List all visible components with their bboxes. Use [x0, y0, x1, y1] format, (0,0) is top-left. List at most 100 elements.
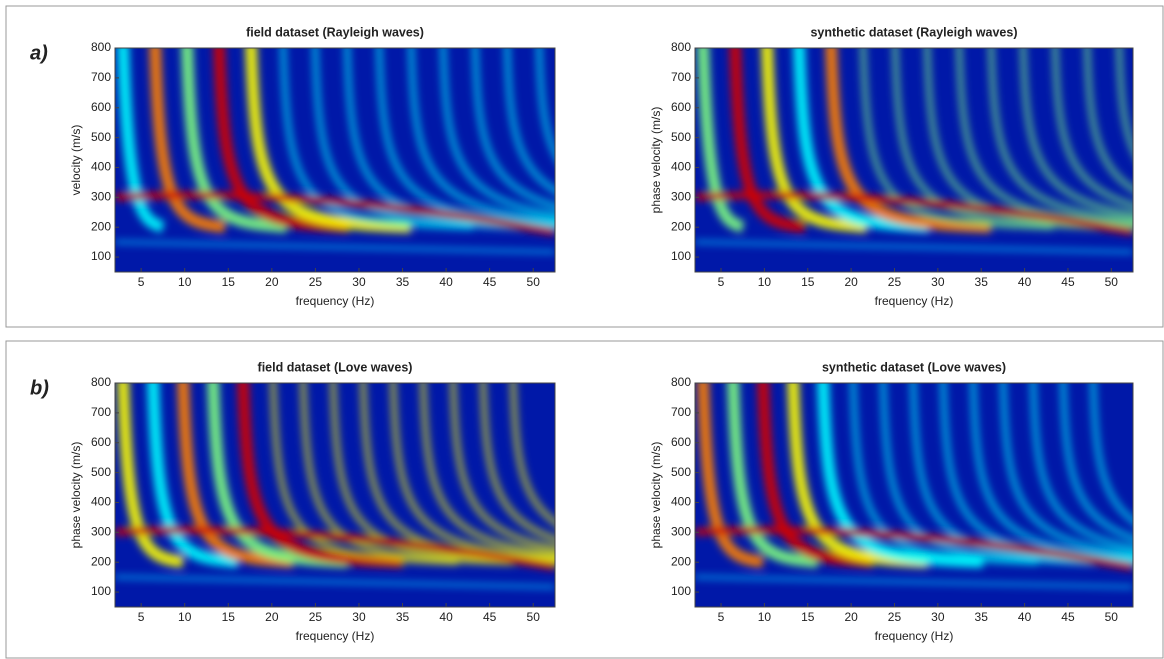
x-tick-label: 50 — [527, 610, 541, 624]
texture-band — [1059, 383, 1133, 542]
x-tick-label: 50 — [1105, 610, 1119, 624]
texture-band — [375, 48, 555, 228]
texture-band — [115, 191, 555, 236]
x-tick-label: 10 — [178, 610, 192, 624]
y-axis-label: phase velocity (m/s) — [69, 442, 83, 549]
plot-frame — [694, 47, 1134, 273]
heatmap-texture — [115, 48, 555, 254]
heatmap-texture — [695, 383, 1133, 589]
y-tick-label: 700 — [91, 70, 111, 84]
x-tick-label: 20 — [265, 275, 279, 289]
y-tick-label: 200 — [91, 554, 111, 568]
x-tick-label: 10 — [758, 610, 772, 624]
y-tick-label: 800 — [671, 40, 691, 54]
x-tick-label: 15 — [222, 275, 236, 289]
texture-band — [1029, 383, 1133, 552]
texture-band — [695, 191, 1133, 236]
y-tick-label: 300 — [91, 525, 111, 539]
y-tick-label: 500 — [91, 130, 111, 144]
y-tick-label: 200 — [671, 554, 691, 568]
x-tick-label: 40 — [1018, 610, 1032, 624]
x-tick-label: 15 — [801, 275, 815, 289]
panel-frame — [5, 340, 1164, 659]
y-tick-label: 300 — [671, 190, 691, 204]
texture-band — [115, 575, 555, 589]
x-axis-label: frequency (Hz) — [875, 629, 954, 643]
y-tick-label: 600 — [671, 100, 691, 114]
x-tick-label: 25 — [888, 275, 902, 289]
x-tick-label: 40 — [439, 610, 453, 624]
y-tick-label: 300 — [671, 525, 691, 539]
texture-band — [955, 48, 1133, 228]
y-tick-label: 500 — [91, 465, 111, 479]
x-tick-label: 25 — [309, 275, 323, 289]
panel-label: a) — [30, 42, 48, 64]
x-tick-label: 45 — [483, 275, 497, 289]
y-tick-label: 100 — [671, 584, 691, 598]
plot-frame — [114, 382, 556, 608]
plot-frame — [694, 382, 1134, 608]
y-tick-label: 100 — [671, 249, 691, 263]
texture-band — [891, 48, 1116, 231]
x-tick-label: 20 — [844, 275, 858, 289]
x-tick-label: 5 — [138, 610, 145, 624]
x-tick-label: 30 — [352, 610, 366, 624]
texture-band — [449, 383, 555, 552]
y-tick-label: 400 — [91, 160, 111, 174]
x-tick-label: 5 — [718, 610, 725, 624]
x-tick-label: 10 — [758, 275, 772, 289]
x-tick-label: 35 — [975, 610, 989, 624]
y-axis-label: phase velocity (m/s) — [649, 107, 663, 214]
x-tick-label: 5 — [718, 275, 725, 289]
y-tick-label: 400 — [671, 160, 691, 174]
chart-title: synthetic dataset (Rayleigh waves) — [810, 25, 1017, 39]
texture-band — [1089, 383, 1133, 525]
texture-band — [311, 48, 536, 231]
x-tick-label: 50 — [527, 275, 541, 289]
texture-band — [1115, 48, 1133, 157]
heatmap-image — [115, 48, 555, 272]
y-tick-label: 800 — [671, 375, 691, 389]
heatmap-image — [695, 383, 1133, 607]
heatmap-background — [695, 48, 1133, 272]
texture-band — [1051, 48, 1133, 209]
chart-title: synthetic dataset (Love waves) — [822, 360, 1006, 374]
plot-frame — [114, 47, 556, 273]
y-tick-label: 100 — [91, 584, 111, 598]
panel-label: b) — [30, 377, 49, 399]
texture-band — [879, 383, 1094, 566]
texture-band — [407, 48, 555, 224]
y-tick-label: 700 — [671, 70, 691, 84]
chart-title: field dataset (Love waves) — [258, 360, 413, 374]
x-tick-label: 45 — [1061, 275, 1075, 289]
y-tick-label: 400 — [91, 495, 111, 509]
texture-band — [999, 383, 1133, 558]
x-tick-label: 30 — [352, 275, 366, 289]
texture-band — [479, 383, 555, 543]
x-tick-label: 35 — [396, 610, 410, 624]
texture-band — [419, 383, 555, 558]
x-tick-label: 15 — [222, 610, 236, 624]
x-axis-label: frequency (Hz) — [296, 294, 375, 308]
x-tick-label: 40 — [439, 275, 453, 289]
x-tick-label: 45 — [1061, 610, 1075, 624]
y-axis-label: phase velocity (m/s) — [649, 442, 663, 549]
y-tick-label: 500 — [671, 130, 691, 144]
texture-band — [1083, 48, 1133, 194]
y-tick-label: 700 — [91, 405, 111, 419]
y-tick-label: 300 — [91, 190, 111, 204]
texture-band — [695, 526, 1133, 571]
texture-band — [535, 48, 555, 161]
x-tick-label: 20 — [265, 610, 279, 624]
x-tick-label: 35 — [975, 275, 989, 289]
y-tick-label: 700 — [671, 405, 691, 419]
x-tick-label: 20 — [844, 610, 858, 624]
y-tick-label: 400 — [671, 495, 691, 509]
texture-band — [509, 383, 555, 527]
y-tick-label: 100 — [91, 249, 111, 263]
x-tick-label: 15 — [801, 610, 815, 624]
heatmap-texture — [695, 48, 1133, 254]
y-tick-label: 800 — [91, 375, 111, 389]
x-tick-label: 10 — [178, 275, 192, 289]
panel-frame — [5, 5, 1164, 328]
